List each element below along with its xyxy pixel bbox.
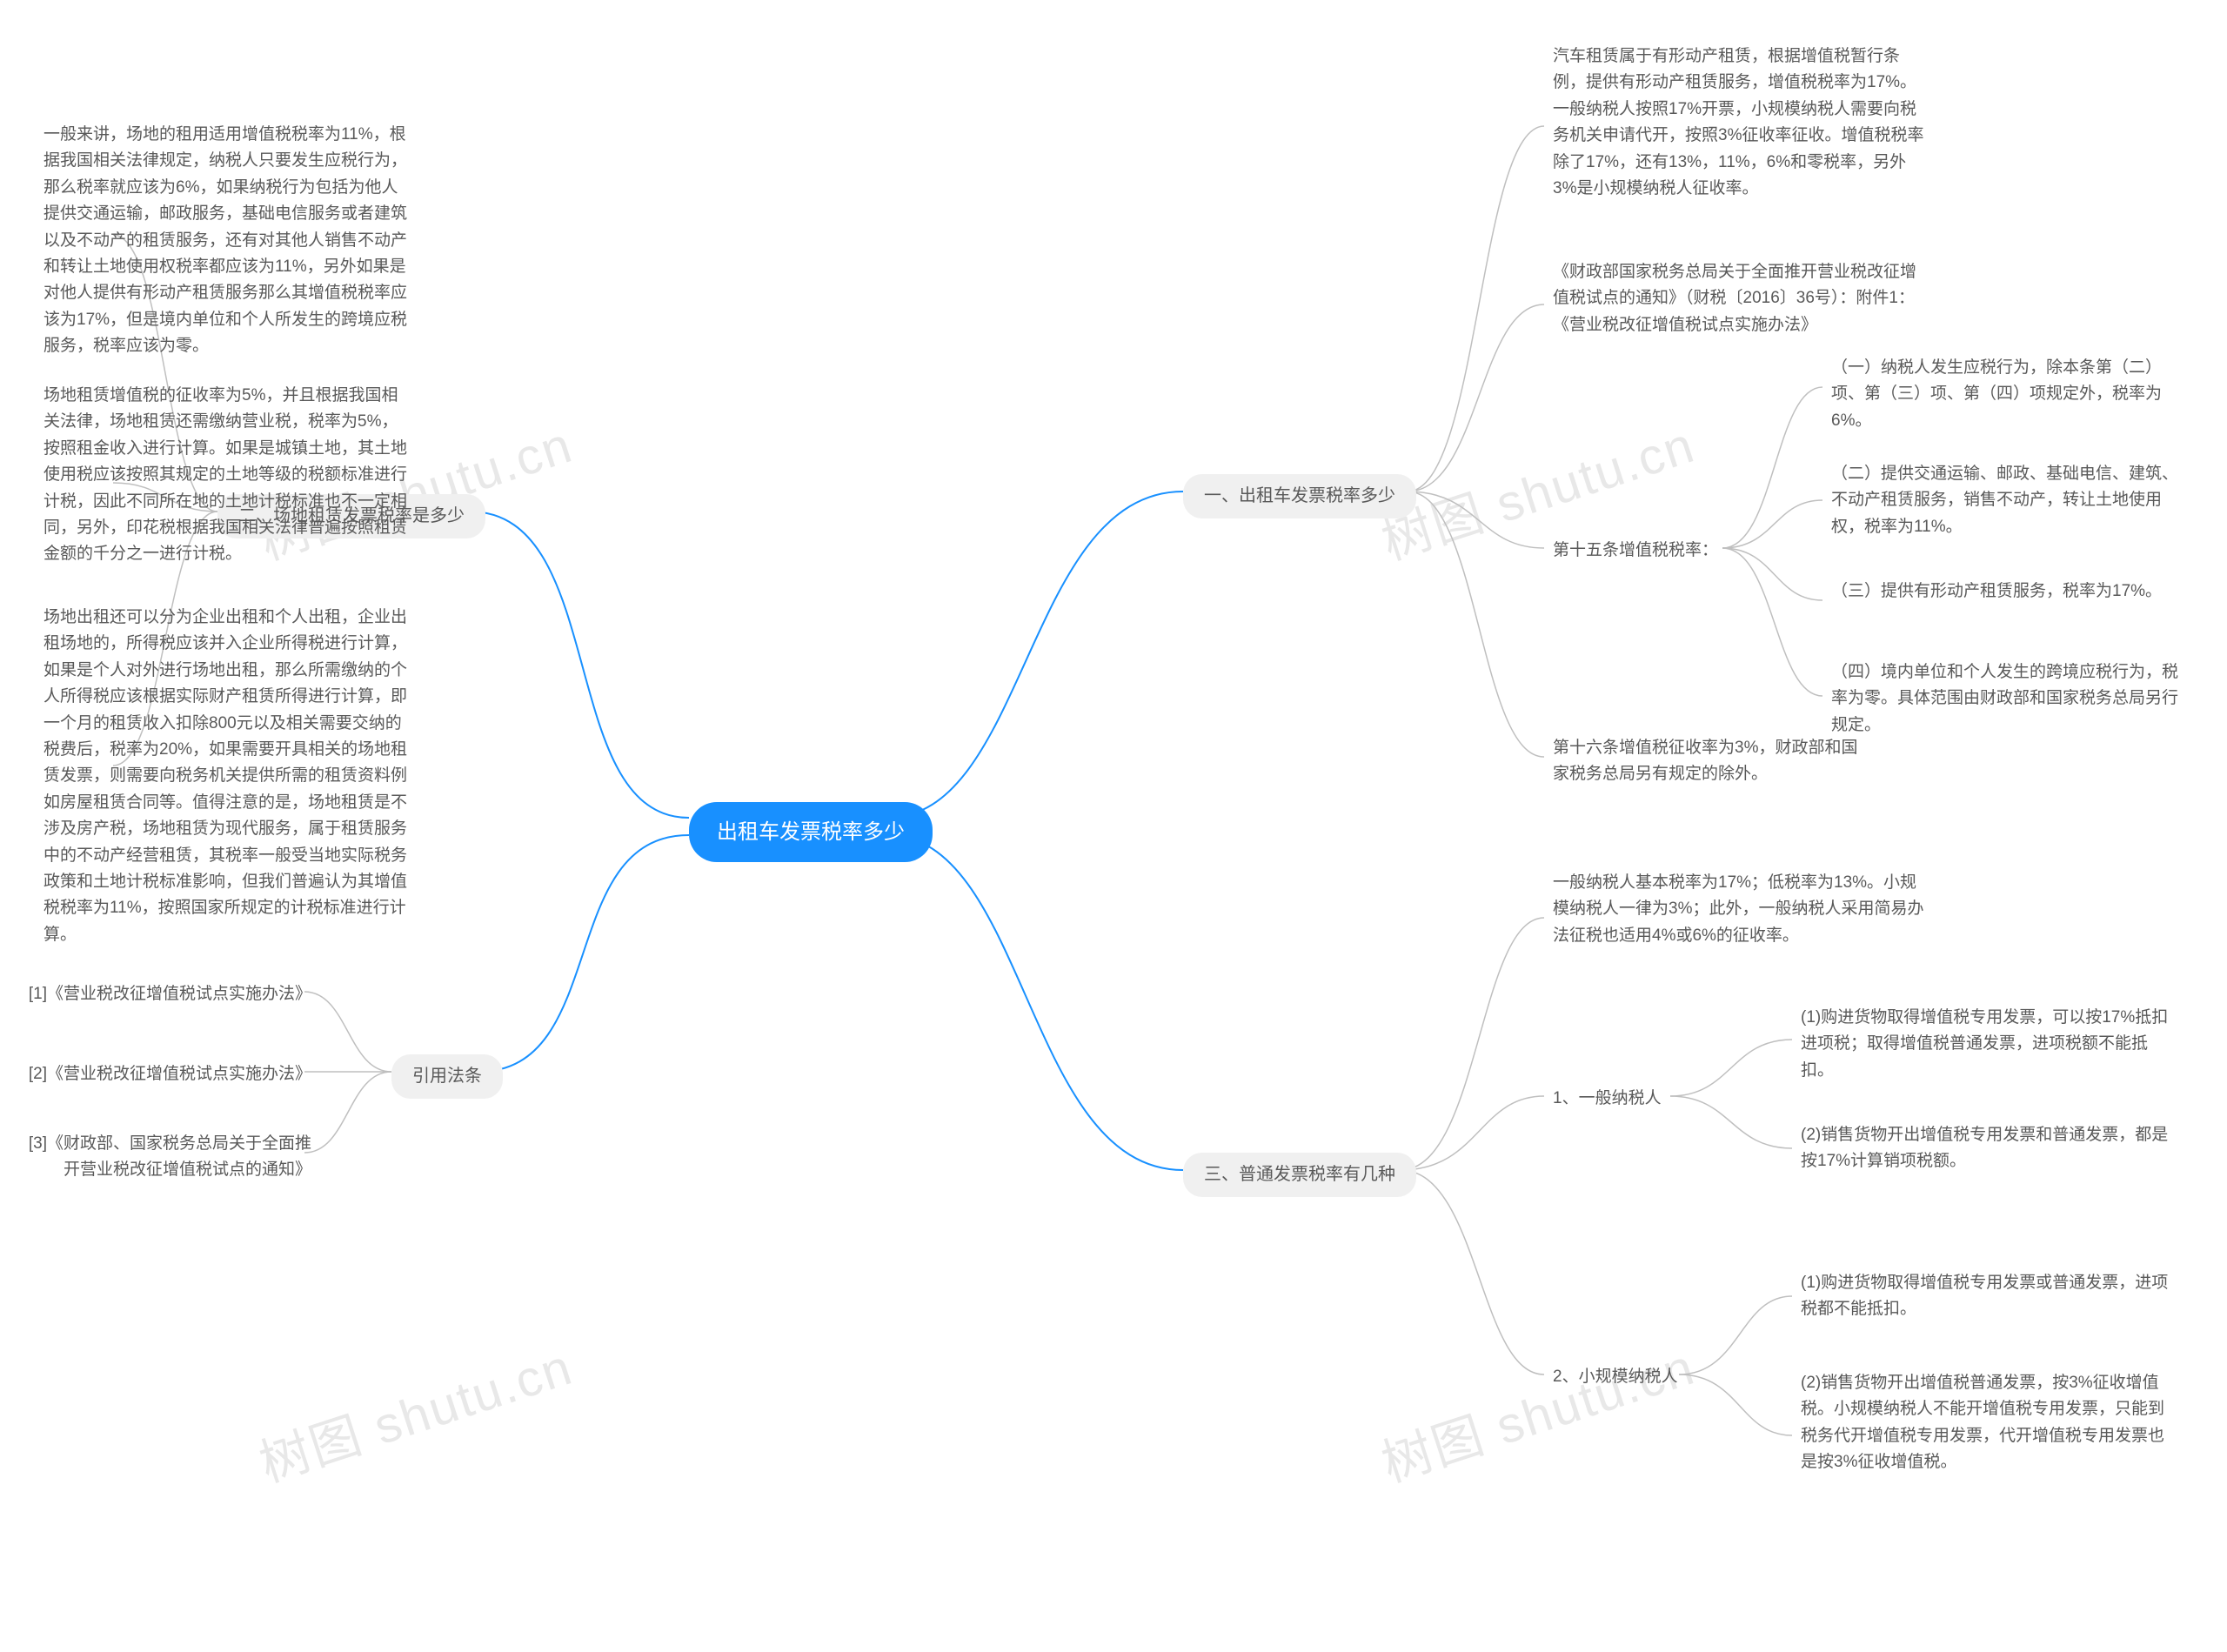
leaf-taxi-art15: 第十五条增值税税率：	[1553, 538, 1718, 564]
center-node: 出租车发票税率多少	[689, 802, 933, 862]
leaf-taxi-2: 《财政部国家税务总局关于全面推开营业税改征增值税试点的通知》（财税〔2016〕3…	[1553, 259, 1927, 338]
leaf-invoice-sub2-2: (2)销售货物开出增值税普通发票，按3%征收增值税。小规模纳税人不能开增值税专用…	[1801, 1370, 2175, 1476]
leaf-art15-1: （一）纳税人发生应税行为，除本条第（二）项、第（三）项、第（四）项规定外，税率为…	[1831, 355, 2188, 434]
leaf-art15-2: （二）提供交通运输、邮政、基础电信、建筑、不动产租赁服务，销售不动产，转让土地使…	[1831, 461, 2188, 540]
watermark: 树图 shutu.cn	[1371, 1326, 1702, 1495]
leaf-taxi-art16: 第十六条增值税征收率为3%，财政部和国家税务总局另有规定的除外。	[1553, 735, 1866, 788]
leaf-taxi-1: 汽车租赁属于有形动产租赁，根据增值税暂行条例，提供有形动产租赁服务，增值税税率为…	[1553, 43, 1927, 202]
leaf-ref-2: [2]《营业税改征增值税试点实施办法》	[16, 1061, 311, 1087]
leaf-invoice-sub2-1: (1)购进货物取得增值税专用发票或普通发票，进项税都不能抵扣。	[1801, 1270, 2175, 1323]
leaf-venue-1: 一般来讲，场地的租用适用增值税税率为11%，根据我国相关法律规定，纳税人只要发生…	[43, 122, 409, 360]
leaf-invoice-sub1: 1、一般纳税人	[1553, 1086, 1662, 1112]
branch-taxi-rate: 一、出租车发票税率多少	[1183, 474, 1416, 518]
leaf-venue-3: 场地出租还可以分为企业出租和个人出租，企业出租场地的，所得税应该并入企业所得税进…	[43, 605, 409, 948]
branch-invoice-types: 三、普通发票税率有几种	[1183, 1153, 1416, 1197]
leaf-art15-4: （四）境内单位和个人发生的跨境应税行为，税率为零。具体范围由财政部和国家税务总局…	[1831, 659, 2188, 739]
leaf-ref-3: [3]《财政部、国家税务总局关于全面推开营业税改征增值税试点的通知》	[16, 1131, 311, 1184]
branch-references: 引用法条	[391, 1054, 503, 1099]
leaf-invoice-sub1-1: (1)购进货物取得增值税专用发票，可以按17%抵扣进项税；取得增值税普通发票，进…	[1801, 1005, 2175, 1084]
leaf-venue-2: 场地租赁增值税的征收率为5%，并且根据我国相关法律，场地租赁还需缴纳营业税，税率…	[43, 383, 409, 568]
leaf-invoice-sub2: 2、小规模纳税人	[1553, 1364, 1678, 1390]
leaf-art15-3: （三）提供有形动产租赁服务，税率为17%。	[1831, 579, 2188, 605]
watermark: 树图 shutu.cn	[249, 1326, 580, 1495]
leaf-invoice-sub1-2: (2)销售货物开出增值税专用发票和普通发票，都是按17%计算销项税额。	[1801, 1122, 2175, 1175]
leaf-invoice-1: 一般纳税人基本税率为17%；低税率为13%。小规模纳税人一律为3%；此外，一般纳…	[1553, 870, 1927, 949]
leaf-ref-1: [1]《营业税改征增值税试点实施办法》	[16, 981, 311, 1007]
